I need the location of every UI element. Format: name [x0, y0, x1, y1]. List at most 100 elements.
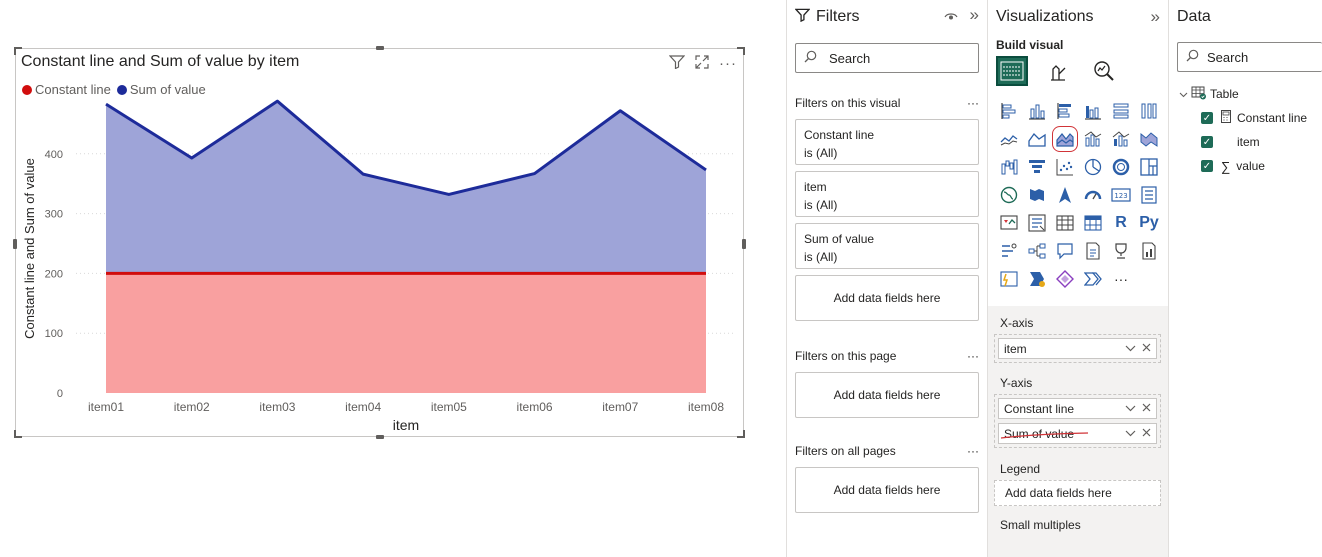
resize-handle-bottom[interactable] [376, 435, 384, 439]
filled-map-icon[interactable] [1024, 182, 1050, 208]
power-apps-icon[interactable] [996, 266, 1022, 292]
collapse-filters-icon[interactable]: » [969, 5, 979, 24]
build-visual-tab-icon[interactable] [996, 56, 1028, 86]
100-stacked-bar-chart-icon[interactable] [1108, 98, 1134, 124]
focus-mode-icon[interactable] [695, 55, 709, 73]
qna-icon[interactable] [1052, 238, 1078, 264]
resize-corner-bl[interactable] [14, 430, 22, 438]
ribbon-chart-icon[interactable] [1136, 126, 1162, 152]
100-stacked-column-chart-icon[interactable] [1136, 98, 1162, 124]
power-automate-chevron-icon[interactable] [1080, 266, 1106, 292]
python-visual-icon[interactable]: Py [1136, 210, 1162, 236]
y-tick-label: 0 [57, 388, 63, 400]
smart-narrative-icon[interactable] [1080, 238, 1106, 264]
more-options-icon[interactable]: ··· [719, 55, 737, 72]
filter-icon[interactable] [668, 55, 686, 73]
close-icon[interactable] [1142, 428, 1151, 440]
chart-plot-area[interactable]: 0 100 200 300 400 item01 item02 item03 item04 ite… [16, 49, 743, 436]
stacked-area-chart-icon[interactable] [1052, 126, 1078, 152]
decomposition-tree-icon[interactable] [1024, 238, 1050, 264]
add-page-filter-drop[interactable]: Add data fields here [795, 372, 979, 418]
line-and-clustered-column-icon[interactable] [1108, 126, 1134, 152]
chevron-down-icon[interactable] [1125, 403, 1136, 415]
filter-card-sum-of-value[interactable]: Sum of value is (All) [795, 223, 979, 269]
xaxis-field-pill[interactable]: item [998, 338, 1157, 359]
r-script-visual-icon[interactable]: R [1108, 210, 1134, 236]
add-report-filter-drop[interactable]: Add data fields here [795, 467, 979, 513]
goals-icon[interactable] [1108, 238, 1134, 264]
more-options-icon[interactable]: ··· [967, 349, 979, 363]
chevron-down-icon[interactable] [1125, 343, 1136, 355]
line-and-stacked-column-icon[interactable] [1080, 126, 1106, 152]
filters-pane: Filters » Search Filters on this visual … [786, 0, 987, 557]
legend-well[interactable]: Add data fields here [994, 480, 1161, 506]
xaxis-well[interactable]: item [994, 334, 1161, 363]
resize-corner-tr[interactable] [737, 47, 745, 55]
format-visual-tab-icon[interactable] [1042, 56, 1074, 86]
filters-title: Filters [816, 8, 860, 25]
filter-card-constant-line[interactable]: Constant line is (All) [795, 119, 979, 165]
area-chart-icon[interactable] [1024, 126, 1050, 152]
yaxis-field-pill-constant-line[interactable]: Constant line [998, 398, 1157, 419]
close-icon[interactable] [1142, 343, 1151, 355]
field-item[interactable]: ✓ item [1179, 130, 1322, 154]
table-node[interactable]: Table [1179, 82, 1322, 106]
multi-row-card-icon[interactable] [1136, 182, 1162, 208]
azure-map-icon[interactable] [1052, 182, 1078, 208]
resize-handle-top[interactable] [376, 46, 384, 50]
table-icon[interactable] [1052, 210, 1078, 236]
field-value[interactable]: ✓ ∑ value [1179, 154, 1322, 178]
line-chart-icon[interactable] [996, 126, 1022, 152]
add-visual-filter-drop[interactable]: Add data fields here [795, 275, 979, 321]
more-options-icon[interactable]: ··· [967, 96, 979, 110]
checkbox-checked-icon[interactable]: ✓ [1201, 160, 1213, 172]
resize-corner-tl[interactable] [14, 47, 22, 55]
data-search-input[interactable]: Search [1177, 42, 1322, 72]
stacked-bar-chart-icon[interactable] [996, 98, 1022, 124]
key-influencers-icon[interactable] [996, 238, 1022, 264]
funnel-chart-icon[interactable] [1024, 154, 1050, 180]
filter-state: is (All) [804, 198, 838, 212]
clustered-bar-chart-icon[interactable] [1052, 98, 1078, 124]
filter-card-item[interactable]: item is (All) [795, 171, 979, 217]
y-tick-label: 300 [45, 209, 63, 221]
map-icon[interactable] [996, 182, 1022, 208]
clustered-column-chart-icon[interactable] [1080, 98, 1106, 124]
resize-corner-br[interactable] [737, 430, 745, 438]
analytics-tab-icon[interactable] [1088, 56, 1120, 86]
checkbox-checked-icon[interactable]: ✓ [1201, 136, 1213, 148]
legend-item-sum-of-value[interactable]: Sum of value [116, 82, 206, 97]
scatter-chart-icon[interactable] [1052, 154, 1078, 180]
viz-tabs [988, 52, 1168, 86]
chevron-down-icon[interactable] [1179, 87, 1188, 101]
power-automate-icon[interactable] [1024, 266, 1050, 292]
eye-icon[interactable] [943, 9, 958, 25]
power-automate-flow-icon[interactable] [1052, 266, 1078, 292]
filters-header: Filters » [787, 0, 987, 34]
more-options-icon[interactable]: ··· [967, 444, 979, 458]
checkbox-checked-icon[interactable]: ✓ [1201, 112, 1213, 124]
resize-handle-left[interactable] [13, 239, 17, 249]
area-chart-visual[interactable]: Constant line and Sum of value by item ·… [13, 46, 746, 439]
paginated-report-icon[interactable] [1136, 238, 1162, 264]
filters-search-input[interactable]: Search [795, 43, 979, 73]
donut-chart-icon[interactable] [1108, 154, 1134, 180]
collapse-visualizations-icon[interactable]: » [1150, 7, 1160, 26]
legend-item-constant-line[interactable]: Constant line [22, 82, 111, 97]
pie-chart-icon[interactable] [1080, 154, 1106, 180]
resize-handle-right[interactable] [742, 239, 746, 249]
field-constant-line[interactable]: ✓ Constant line [1179, 106, 1322, 130]
waterfall-chart-icon[interactable] [996, 154, 1022, 180]
more-visuals-icon[interactable]: ··· [1114, 271, 1128, 287]
treemap-icon[interactable] [1136, 154, 1162, 180]
slicer-icon[interactable] [1024, 210, 1050, 236]
matrix-icon[interactable] [1080, 210, 1106, 236]
card-icon[interactable]: 123 [1108, 182, 1134, 208]
stacked-column-chart-icon[interactable] [1024, 98, 1050, 124]
y-tick-label: 200 [45, 268, 63, 280]
yaxis-well[interactable]: Constant line Sum of value [994, 394, 1161, 448]
gauge-icon[interactable] [1080, 182, 1106, 208]
kpi-icon[interactable] [996, 210, 1022, 236]
close-icon[interactable] [1142, 403, 1151, 415]
chevron-down-icon[interactable] [1125, 428, 1136, 440]
